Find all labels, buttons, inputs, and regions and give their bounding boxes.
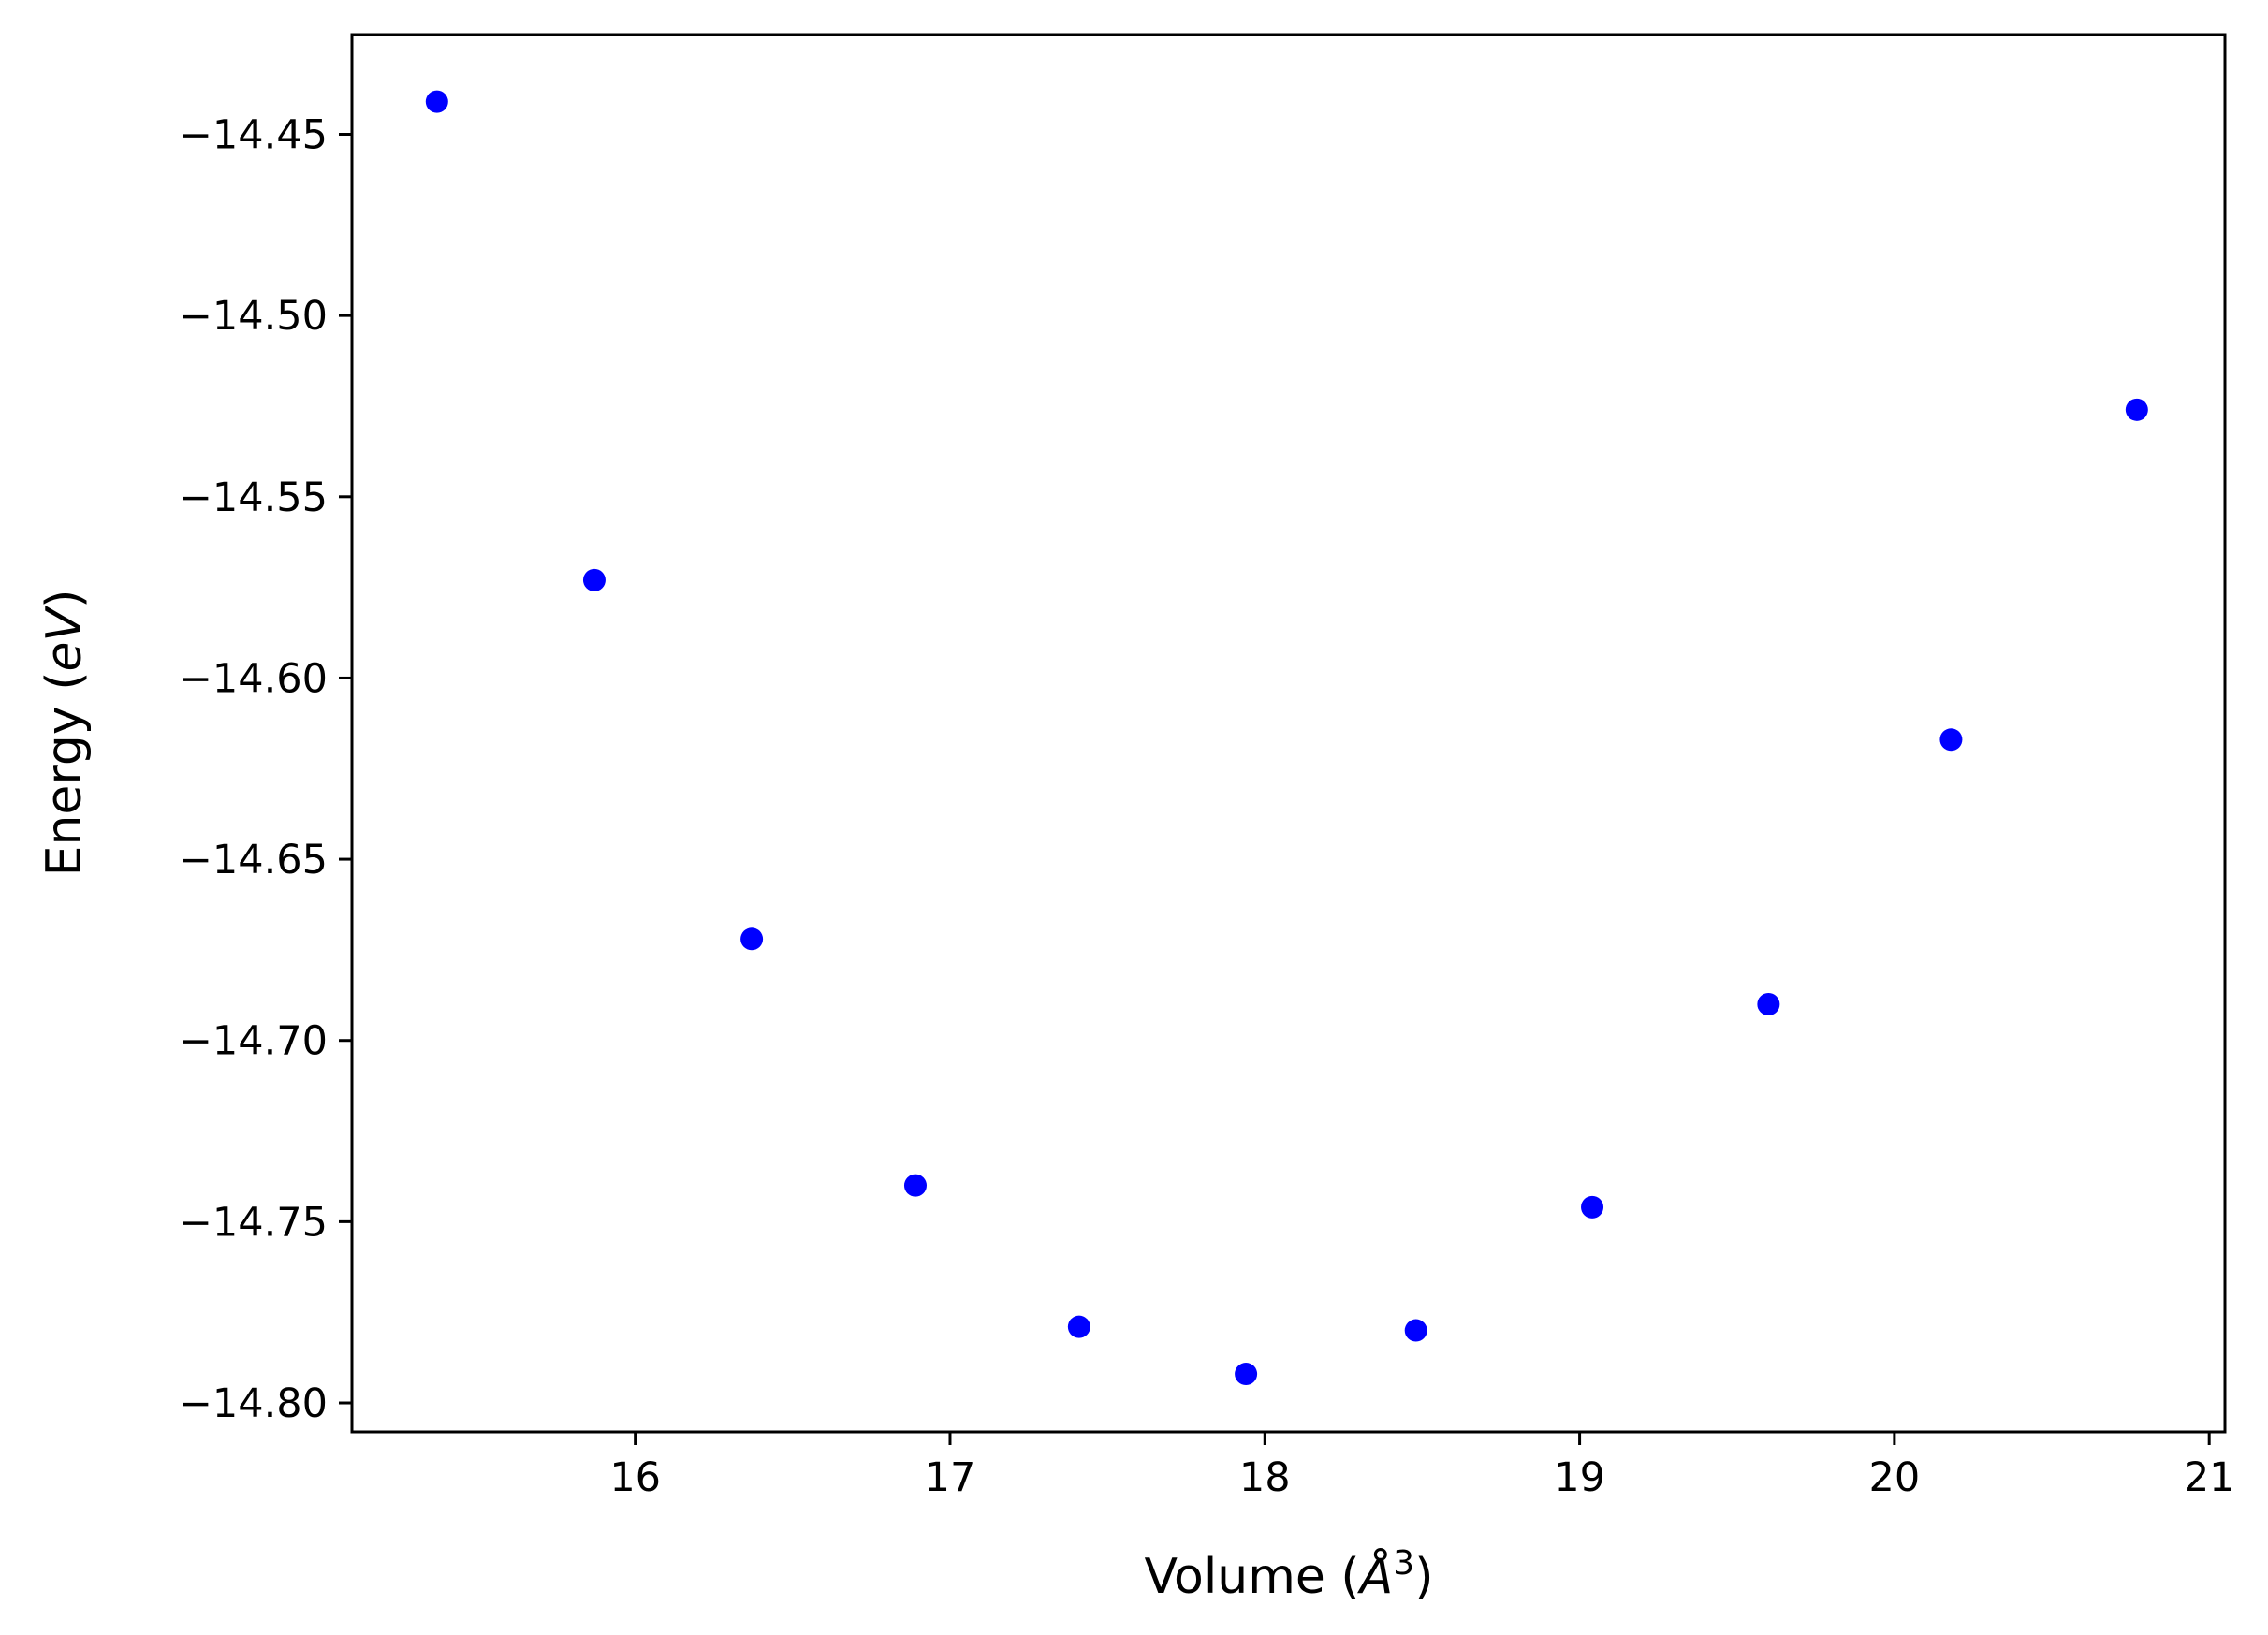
y-axis-label-close-paren: ) [37, 590, 93, 608]
y-axis-label: Energy (eV) [37, 590, 93, 877]
x-axis-ticks: 16 17 18 19 20 21 [609, 1432, 2235, 1501]
data-point [1067, 1315, 1090, 1338]
y-tick-label: −14.80 [179, 1380, 328, 1427]
y-axis-label-open-paren: ( [37, 671, 93, 690]
x-axis-label-power: 3 [1393, 1544, 1414, 1583]
data-point [582, 568, 606, 591]
x-tick-label: 18 [1239, 1454, 1291, 1501]
y-tick-label: −14.70 [179, 1018, 328, 1065]
x-tick-label: 19 [1554, 1454, 1605, 1501]
data-point [2125, 398, 2148, 421]
x-tick-label: 17 [925, 1454, 976, 1501]
data-point [1404, 1319, 1427, 1342]
data-point [903, 1174, 927, 1197]
x-tick-label: 16 [609, 1454, 661, 1501]
y-tick-label: −14.65 [179, 837, 328, 883]
x-axis-label: Volume (Å3) [1144, 1544, 1433, 1605]
data-point [740, 927, 764, 951]
x-axis-label-quantity: Volume [1144, 1549, 1324, 1605]
y-tick-label: −14.45 [179, 112, 328, 159]
data-point [1581, 1195, 1604, 1219]
x-tick-label: 20 [1869, 1454, 1921, 1501]
x-tick-label: 21 [2184, 1454, 2235, 1501]
x-axis-label-unit: Å [1357, 1547, 1394, 1605]
data-point [1235, 1363, 1258, 1386]
x-axis-label-open-paren: ( [1340, 1549, 1359, 1605]
y-tick-label: −14.75 [179, 1199, 328, 1246]
y-axis-ticks: −14.45 −14.50 −14.55 −14.60 −14.65 −14.70 −14.… [179, 112, 352, 1427]
plot-area-frame [350, 33, 2227, 1434]
data-point [1939, 728, 1963, 752]
y-tick-label: −14.60 [179, 655, 328, 702]
data-point [1757, 992, 1780, 1015]
y-axis-label-quantity: Energy [37, 706, 93, 876]
y-tick-label: −14.50 [179, 293, 328, 340]
data-point [425, 90, 448, 113]
y-axis-label-unit: eV [37, 606, 93, 672]
data-points-layer [425, 90, 2148, 1386]
x-axis-label-close-paren: ) [1414, 1549, 1433, 1605]
y-tick-label: −14.55 [179, 474, 328, 521]
